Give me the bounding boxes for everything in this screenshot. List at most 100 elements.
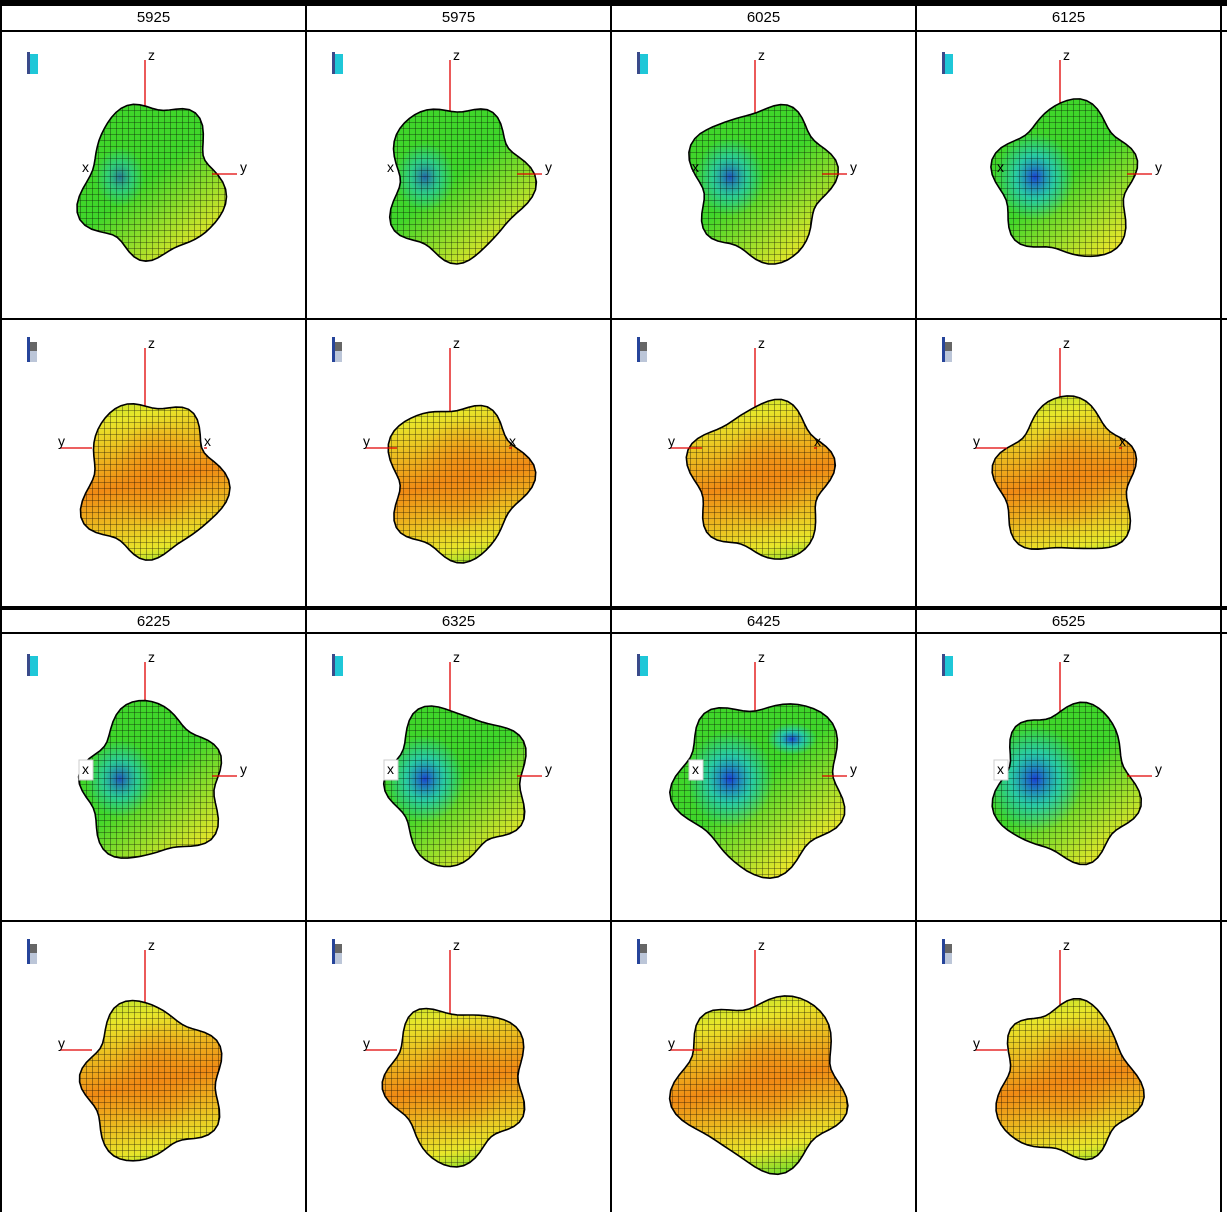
surface-body xyxy=(79,1000,222,1161)
z-axis-label: z xyxy=(758,649,765,665)
surface-render: z y x xyxy=(27,335,231,561)
y-axis-label: y xyxy=(668,1035,675,1051)
colorbar-icon xyxy=(942,52,953,74)
surface-body xyxy=(669,995,848,1175)
surface-render: zy xyxy=(637,937,849,1176)
x-axis-label: x xyxy=(82,159,89,175)
x-axis-label: x xyxy=(814,433,821,449)
x-axis-label: x xyxy=(1119,433,1126,449)
surface-render: zy xyxy=(332,937,526,1168)
column-header: 6525 xyxy=(917,610,1222,632)
z-axis-label: z xyxy=(758,335,765,351)
column-header: 6025 xyxy=(612,6,917,30)
z-axis-label: z xyxy=(148,335,155,351)
column-header: 5975 xyxy=(307,6,612,30)
colorbar-icon xyxy=(27,52,38,74)
colorbar-icon xyxy=(27,939,37,964)
header-row-1: 5925 5975 6025 6125 xyxy=(2,6,1227,32)
surface-render: zy xyxy=(942,937,1145,1161)
column-header: 6425 xyxy=(612,610,917,632)
z-axis-label: z xyxy=(148,649,155,665)
z-axis-label: z xyxy=(758,937,765,953)
surface-render: z y x xyxy=(332,47,552,265)
surface-render: z y x xyxy=(637,649,857,880)
y-axis-label: y xyxy=(668,433,675,449)
colorbar-icon xyxy=(637,337,647,362)
surface-render: z y x xyxy=(332,335,537,564)
x-axis-label: x xyxy=(692,761,699,777)
y-axis-label: y xyxy=(363,433,370,449)
z-axis-label: z xyxy=(758,47,765,63)
surface-body xyxy=(77,104,227,262)
column-header: 5925 xyxy=(2,6,307,30)
colorbar-icon xyxy=(332,654,343,676)
surface-plot-cell: z y x xyxy=(917,634,1222,920)
surface-plot-cell: z y x xyxy=(307,634,612,920)
y-axis-label: y xyxy=(973,1035,980,1051)
surface-plot-cell: z y x xyxy=(917,32,1222,318)
y-axis-label: y xyxy=(850,159,857,175)
surface-plot-cell: z y x xyxy=(307,32,612,318)
z-axis-label: z xyxy=(453,649,460,665)
surface-body xyxy=(992,702,1142,865)
z-axis-label: z xyxy=(1063,649,1070,665)
y-axis-label: y xyxy=(1155,159,1162,175)
x-axis-label: x xyxy=(387,159,394,175)
column-header: 6125 xyxy=(917,6,1222,30)
surface-plot-cell: z y x xyxy=(917,320,1222,606)
y-axis-label: y xyxy=(58,1035,65,1051)
image-row-back-1: z y x z y x z y x z y x xyxy=(2,320,1227,608)
column-header: 6325 xyxy=(307,610,612,632)
colorbar-icon xyxy=(332,52,343,74)
colorbar-icon xyxy=(27,654,38,676)
surface-body xyxy=(992,395,1137,550)
y-axis-label: y xyxy=(363,1035,370,1051)
x-axis-label: x xyxy=(997,761,1004,777)
y-axis-label: y xyxy=(973,433,980,449)
header-row-2: 6225 6325 6425 6525 xyxy=(2,608,1227,634)
surface-body xyxy=(686,399,836,560)
y-axis-label: y xyxy=(240,159,247,175)
surface-body xyxy=(990,98,1138,257)
surface-body xyxy=(80,403,230,561)
surface-body xyxy=(688,104,839,264)
surface-render: z y x xyxy=(27,649,247,859)
colorbar-icon xyxy=(942,939,952,964)
surface-render: z y x xyxy=(637,335,837,560)
y-axis-label: y xyxy=(545,761,552,777)
z-axis-label: z xyxy=(453,47,460,63)
x-axis-label: x xyxy=(387,761,394,777)
z-axis-label: z xyxy=(1063,937,1070,953)
y-axis-label: y xyxy=(1155,761,1162,777)
surface-render: z y x xyxy=(332,649,552,868)
surface-render: z y x xyxy=(942,649,1162,866)
colorbar-icon xyxy=(637,52,648,74)
column-header: 6225 xyxy=(2,610,307,632)
colorbar-icon xyxy=(637,654,648,676)
x-axis-label: x xyxy=(692,159,699,175)
colorbar-icon xyxy=(27,337,37,362)
x-axis-label: x xyxy=(997,159,1004,175)
z-axis-label: z xyxy=(453,937,460,953)
x-axis-label: x xyxy=(509,433,516,449)
z-axis-label: z xyxy=(1063,47,1070,63)
colorbar-icon xyxy=(332,939,342,964)
colorbar-icon xyxy=(332,337,342,362)
surface-render: z y x xyxy=(27,47,247,263)
colorbar-icon xyxy=(942,654,953,676)
z-axis-label: z xyxy=(148,937,155,953)
surface-render: zy xyxy=(27,937,223,1162)
x-axis-label: x xyxy=(82,761,89,777)
surface-plot-cell: z y x xyxy=(612,634,917,920)
x-axis-label: x xyxy=(204,433,211,449)
z-axis-label: z xyxy=(1063,335,1070,351)
surface-plot-cell: z y x xyxy=(2,320,307,606)
colorbar-icon xyxy=(637,939,647,964)
y-axis-label: y xyxy=(850,761,857,777)
surface-render: z y x xyxy=(942,335,1138,551)
surface-plot-cell: z y x xyxy=(612,32,917,318)
